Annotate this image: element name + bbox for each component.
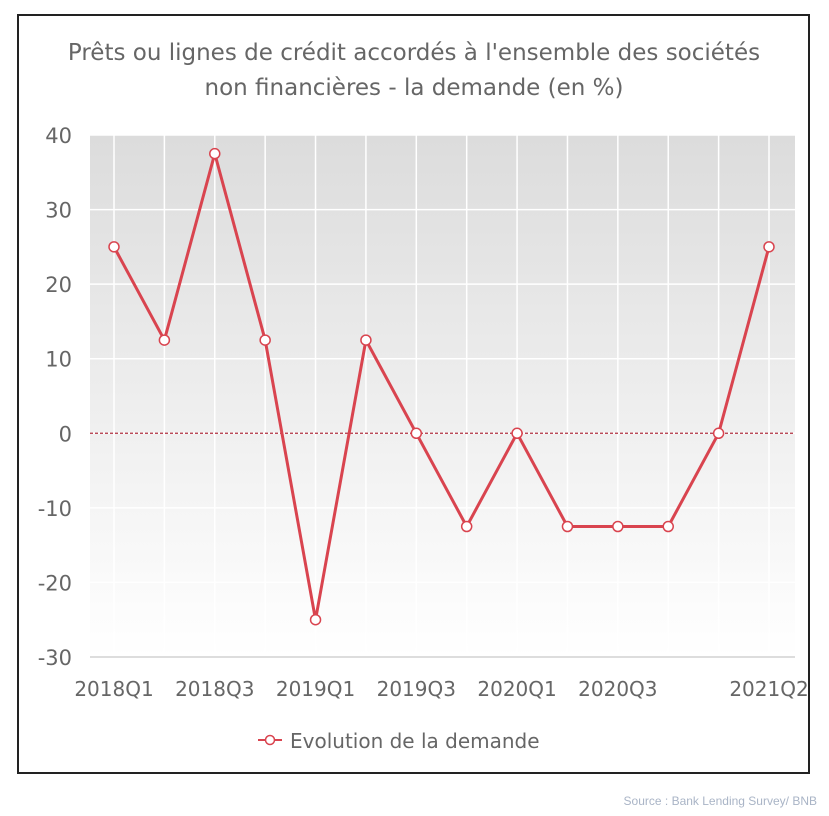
y-tick-label: 20 xyxy=(45,273,72,297)
data-point xyxy=(108,241,120,253)
x-tick-label: 2019Q3 xyxy=(377,677,456,701)
x-tick-label: 2020Q1 xyxy=(477,677,556,701)
source-note: Source : Bank Lending Survey/ BNB xyxy=(623,794,817,808)
x-tick-label: 2021Q2 xyxy=(729,677,808,701)
y-tick-label: 0 xyxy=(59,422,72,446)
y-tick-label: 10 xyxy=(45,348,72,372)
data-point xyxy=(712,427,725,440)
y-tick-label: -20 xyxy=(38,571,72,595)
chart-title-line-1: Prêts ou lignes de crédit accordés à l'e… xyxy=(68,40,760,66)
data-point xyxy=(460,520,473,533)
data-point xyxy=(511,427,523,440)
data-point xyxy=(360,334,372,346)
data-point xyxy=(410,427,423,440)
data-point xyxy=(662,520,674,533)
legend-marker-icon xyxy=(264,734,276,746)
x-tick-label: 2019Q1 xyxy=(276,677,355,701)
data-point xyxy=(763,241,775,253)
y-tick-label: -30 xyxy=(38,646,72,670)
legend-label: Evolution de la demande xyxy=(290,729,540,753)
data-point xyxy=(309,613,322,626)
y-tick-label: 40 xyxy=(45,124,72,148)
data-point xyxy=(259,334,271,346)
x-tick-label: 2018Q1 xyxy=(74,677,153,701)
chart-title-line-2: non financières - la demande (en %) xyxy=(205,75,624,101)
series-line xyxy=(112,152,771,622)
legend: Evolution de la demande xyxy=(258,729,540,753)
data-point xyxy=(209,147,221,160)
x-tick-label: 2020Q3 xyxy=(578,677,657,701)
data-point xyxy=(158,334,171,346)
data-point xyxy=(561,520,574,533)
y-tick-label: 30 xyxy=(45,199,72,223)
plot-area xyxy=(90,135,795,657)
y-tick-label: -10 xyxy=(38,497,72,521)
x-tick-label: 2018Q3 xyxy=(175,677,254,701)
data-point xyxy=(612,520,624,533)
